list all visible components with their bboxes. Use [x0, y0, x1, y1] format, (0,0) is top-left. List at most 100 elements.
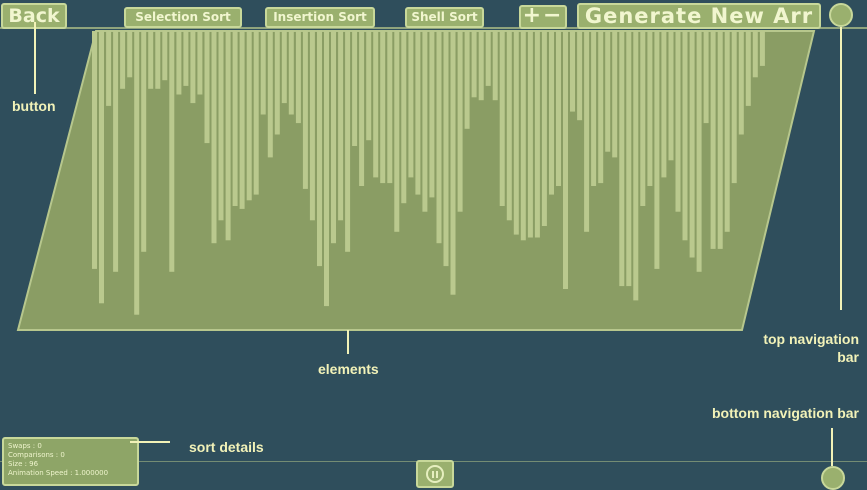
array-bar [661, 31, 667, 178]
array-bar [563, 31, 568, 289]
array-bar [471, 31, 477, 98]
array-bar [155, 31, 161, 89]
array-bar [373, 31, 379, 178]
array-bar [759, 31, 765, 66]
array-bar [281, 31, 287, 104]
array-bar [260, 31, 266, 115]
array-bar [710, 31, 716, 249]
animation-speed: Animation Speed : 1.000000 [8, 469, 109, 477]
array-bar [429, 31, 435, 198]
array-bar [436, 31, 442, 244]
array-bar [556, 31, 561, 186]
array-bar [752, 31, 758, 78]
bottom-nav-toggle-icon[interactable] [821, 466, 845, 490]
array-bars [92, 31, 765, 315]
array-bar [492, 31, 498, 101]
array-bar [324, 31, 329, 307]
swaps-count: Swaps : 0 [8, 442, 42, 450]
array-bar [176, 31, 182, 95]
array-bar [113, 31, 119, 272]
array-bar [317, 31, 322, 267]
array-bar [731, 31, 737, 184]
array-size: Size : 96 [8, 460, 39, 468]
array-bar [577, 31, 583, 121]
top-nav-toggle-icon[interactable] [829, 3, 853, 27]
array-bar [106, 31, 112, 106]
array-bar [253, 31, 259, 195]
elements-annotation: elements [318, 361, 379, 377]
array-bar [633, 31, 639, 301]
array-bar [485, 31, 491, 86]
button-annotation-line [34, 22, 36, 94]
array-bar [366, 31, 372, 141]
array-bar [527, 31, 533, 238]
array-bar [148, 31, 154, 89]
comparisons-count: Comparisons : 0 [8, 451, 65, 459]
array-bar [591, 31, 597, 186]
array-bar [232, 31, 238, 206]
array-bar [309, 31, 315, 221]
insertion-sort-button[interactable]: Insertion Sort [265, 7, 375, 28]
elements-annotation-line [347, 330, 349, 354]
array-bar [331, 31, 336, 244]
array-bar [640, 31, 646, 206]
array-bar [162, 31, 168, 81]
array-bar [345, 31, 351, 252]
array-bar [605, 31, 611, 152]
array-bar [422, 31, 428, 212]
array-bar [183, 31, 189, 86]
array-bar [619, 31, 625, 287]
array-bar [127, 31, 133, 78]
array-bar [464, 31, 470, 129]
array-bar [288, 31, 294, 115]
array-bar [197, 31, 203, 95]
size-plus-minus-button[interactable]: +− [519, 5, 567, 29]
sort-details-annotation-line [130, 441, 170, 443]
array-bar [513, 31, 519, 235]
top-nav-annotation-line1: top navigation [763, 331, 859, 347]
array-bar [654, 31, 660, 269]
array-bar [738, 31, 744, 135]
selection-sort-button[interactable]: Selection Sort [124, 7, 242, 28]
array-bar [246, 31, 252, 201]
sort-details-panel: Swaps : 0 Comparisons : 0 Size : 96 Anim… [2, 437, 139, 486]
array-bar [696, 31, 702, 272]
array-bar [120, 31, 126, 89]
array-bar [204, 31, 210, 144]
array-bar [394, 31, 400, 232]
sort-details-annotation: sort details [189, 439, 264, 455]
array-bar [626, 31, 632, 287]
array-bar [352, 31, 358, 146]
array-bar [387, 31, 393, 184]
array-bar [703, 31, 709, 124]
array-bar [443, 31, 449, 267]
pause-button[interactable] [416, 460, 454, 488]
array-bar [415, 31, 421, 195]
array-bar [647, 31, 653, 186]
array-bar [499, 31, 505, 206]
pause-icon [426, 465, 444, 483]
array-bar [682, 31, 688, 241]
top-nav-annotation-line2: bar [837, 349, 859, 365]
bottom-nav-annotation-line [831, 428, 833, 466]
generate-new-array-button[interactable]: Generate New Arr [577, 3, 821, 29]
array-bar [745, 31, 751, 106]
array-bar [584, 31, 590, 232]
top-nav-annotation-line [840, 27, 842, 310]
array-bar [450, 31, 456, 295]
array-bar [520, 31, 526, 241]
top-navigation-bar [0, 27, 867, 29]
array-bar [211, 31, 217, 244]
shell-sort-button[interactable]: Shell Sort [405, 7, 484, 28]
array-bar [541, 31, 547, 226]
array-bar [218, 31, 224, 221]
array-bar [169, 31, 175, 272]
array-bar [598, 31, 604, 184]
array-bar [668, 31, 674, 161]
array-bar [408, 31, 414, 178]
array-bar [359, 31, 365, 186]
array-bar [338, 31, 344, 221]
array-bar [92, 31, 97, 269]
bottom-nav-annotation: bottom navigation bar [712, 405, 859, 421]
